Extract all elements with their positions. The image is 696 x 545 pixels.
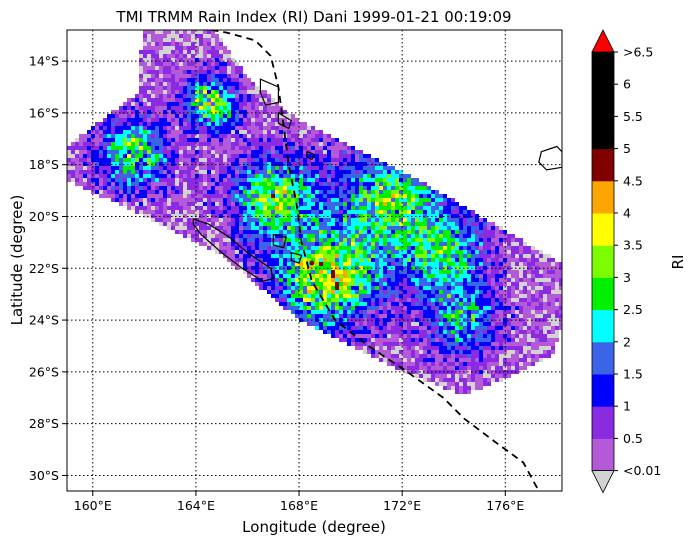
colorbar-swatch [592,180,614,214]
y-tick-label: 26°S [29,364,59,379]
colorbar-tick-label: <0.01 [623,463,661,478]
x-axis-label: Longitude (degree) [242,518,386,536]
coastlines [192,78,562,282]
colorbar-over-triangle [591,29,615,53]
y-axis-ticks: 14°S 16°S 18°S 20°S 22°S 24°S 26°S 28°S 30°S [29,54,67,483]
x-tick-label: 164°E [177,498,215,513]
colorbar-label: RI [669,255,687,270]
y-axis-label: Latitude (degree) [8,195,26,326]
colorbar-swatch [592,245,614,278]
y-tick-label: 14°S [29,54,59,69]
espiritu-santo-coastline [259,78,279,106]
y-tick-label: 28°S [29,416,59,431]
new-caledonia-coastline [192,218,275,282]
colorbar-swatch [592,116,614,150]
colorbar-frame [591,51,615,472]
colorbar-tick-label: 1.5 [623,367,643,382]
x-tick-label: 160°E [74,498,112,513]
chart-title: TMI TRMM Rain Index (RI) Dani 1999-01-21… [115,8,511,26]
rain-index-swath [67,30,562,394]
colorbar-tick-label: 5.5 [623,109,643,124]
fiji-coastline [538,145,562,171]
colorbar-tick-label: >6.5 [623,45,653,60]
colorbar-tick-label: 1 [623,399,631,414]
y-tick-label: 24°S [29,313,59,328]
y-tick-label: 20°S [29,209,59,224]
colorbar-under-triangle [591,470,615,494]
x-tick-label: 168°E [280,498,318,513]
colorbar-swatch [592,277,614,311]
colorbar-swatch [592,84,614,117]
y-tick-label: 22°S [29,261,59,276]
malakula-coastline [277,111,293,130]
colorbar-swatch [592,341,614,375]
y-tick-label: 18°S [29,157,59,172]
colorbar-tick-label: 4.5 [623,173,643,188]
colorbar-tick-label: 0.5 [623,431,643,446]
x-tick-label: 172°E [383,498,421,513]
plot-frame [66,29,563,492]
colorbar-tick-label: 4 [623,206,631,221]
loyalty-island-2-coastline [290,251,303,264]
colorbar-tick-label: 2.5 [623,302,643,317]
colorbar-tick-label: 5 [623,141,631,156]
colorbar-tick-label: 6 [623,77,631,92]
colorbar-tick-label: 3.5 [623,238,643,253]
storm-center-marker [309,260,315,266]
gridlines [67,30,562,491]
x-axis-ticks: 160°E 164°E 168°E 172°E 176°E [74,491,524,513]
colorbar-swatch [592,52,614,85]
colorbar-swatch [592,213,614,246]
y-tick-label: 30°S [29,468,59,483]
colorbar-tick-label: 3 [623,270,631,285]
efate-coastline [306,150,316,161]
colorbar-swatch [592,406,614,439]
plot-area: 160°E 164°E 168°E 172°E 176°E 14°S 16°S 18°S 20… [29,29,563,513]
colorbar-swatch [592,309,614,343]
x-tick-label: 176°E [486,498,524,513]
colorbar: <0.01 0.5 1 1.5 2 2.5 3 3.5 4 4.5 5 5.5 6 >6.5 [591,29,661,494]
storm-track-line [211,30,540,491]
colorbar-swatch [592,374,614,407]
colorbar-swatch [592,438,614,472]
y-tick-label: 16°S [29,105,59,120]
colorbar-tick-label: 2 [623,334,631,349]
colorbar-swatch [592,148,614,182]
loyalty-island-1-coastline [272,233,287,249]
